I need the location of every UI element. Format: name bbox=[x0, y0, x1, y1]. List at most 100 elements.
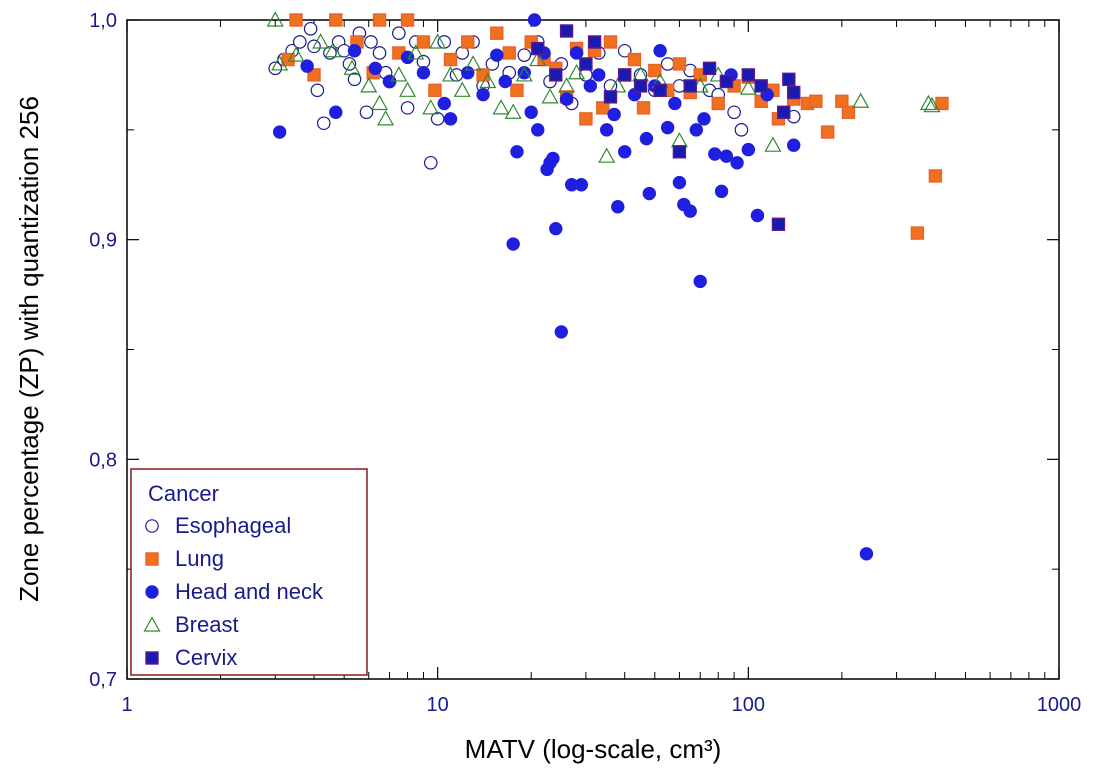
data-point bbox=[935, 96, 949, 111]
legend-label: Esophageal bbox=[175, 513, 291, 538]
legend-title: Cancer bbox=[148, 481, 219, 506]
data-point bbox=[636, 101, 651, 115]
data-point bbox=[289, 13, 303, 27]
data-points bbox=[266, 11, 949, 561]
data-point bbox=[310, 83, 325, 98]
data-point bbox=[741, 142, 756, 157]
data-point bbox=[603, 35, 618, 49]
data-point bbox=[371, 94, 389, 111]
legend-marker bbox=[145, 519, 159, 533]
data-point bbox=[442, 66, 460, 82]
data-point bbox=[498, 74, 512, 89]
data-point bbox=[316, 116, 331, 131]
data-point bbox=[841, 105, 856, 119]
legend-box bbox=[130, 468, 368, 676]
data-point bbox=[400, 101, 415, 115]
data-point bbox=[531, 123, 545, 137]
data-point bbox=[531, 41, 545, 56]
data-point bbox=[347, 72, 362, 87]
data-point bbox=[287, 46, 305, 62]
data-point bbox=[639, 131, 654, 146]
data-point bbox=[372, 46, 387, 60]
legend-marker bbox=[145, 651, 159, 665]
legend: Cancer Esophageal Lung Head and neck Breast… bbox=[130, 468, 368, 676]
data-point bbox=[510, 145, 524, 159]
data-point bbox=[579, 112, 593, 126]
data-point bbox=[697, 112, 711, 126]
data-point bbox=[727, 105, 741, 120]
data-point bbox=[506, 237, 520, 251]
data-point bbox=[271, 55, 289, 71]
data-point bbox=[437, 96, 451, 111]
data-point bbox=[660, 120, 675, 135]
data-point bbox=[719, 74, 734, 89]
data-point bbox=[510, 83, 524, 97]
data-point bbox=[430, 112, 445, 126]
data-point bbox=[364, 35, 378, 49]
legend-label: Lung bbox=[175, 546, 224, 571]
data-point bbox=[660, 57, 675, 71]
data-point bbox=[268, 61, 283, 76]
data-point bbox=[603, 90, 618, 104]
data-point bbox=[730, 156, 744, 170]
data-point bbox=[714, 184, 729, 199]
data-point bbox=[618, 145, 632, 159]
data-point bbox=[453, 81, 471, 97]
data-point bbox=[672, 145, 687, 159]
data-point bbox=[293, 35, 307, 49]
data-point bbox=[719, 149, 734, 163]
data-point bbox=[549, 221, 563, 236]
data-point bbox=[372, 13, 387, 27]
data-point bbox=[672, 175, 687, 190]
data-point bbox=[490, 26, 504, 40]
data-point bbox=[428, 83, 442, 97]
data-point bbox=[764, 136, 782, 152]
data-point bbox=[307, 68, 321, 82]
data-point bbox=[777, 105, 791, 119]
data-point bbox=[569, 46, 584, 60]
data-point bbox=[329, 13, 343, 27]
data-point bbox=[910, 226, 925, 240]
data-point bbox=[443, 112, 458, 126]
data-point bbox=[835, 94, 849, 108]
data-point bbox=[368, 61, 383, 76]
legend-marker bbox=[143, 616, 161, 632]
data-point bbox=[787, 138, 801, 152]
x-tick-label: 1 bbox=[121, 694, 132, 716]
y-tick-label: 0,9 bbox=[89, 230, 117, 252]
data-point bbox=[923, 96, 941, 113]
data-point bbox=[422, 99, 440, 115]
data-point bbox=[360, 77, 378, 93]
data-point bbox=[504, 103, 522, 119]
legend-marker bbox=[145, 552, 159, 566]
data-point bbox=[272, 125, 287, 139]
data-point bbox=[464, 55, 482, 71]
x-tick-label: 1000 bbox=[1037, 694, 1082, 716]
data-point bbox=[583, 79, 598, 93]
x-axis-title: MATV (log-scale, cm³) bbox=[465, 734, 722, 764]
data-point bbox=[377, 110, 395, 126]
data-point bbox=[734, 123, 749, 137]
data-point bbox=[329, 105, 343, 119]
data-point bbox=[633, 79, 648, 93]
data-point bbox=[787, 85, 801, 100]
data-point bbox=[711, 96, 725, 111]
data-point bbox=[324, 42, 342, 58]
data-point bbox=[820, 125, 835, 139]
data-point bbox=[598, 147, 616, 163]
data-point bbox=[653, 83, 667, 97]
data-point bbox=[529, 50, 547, 67]
data-point bbox=[611, 200, 625, 214]
x-tick-label: 10 bbox=[427, 694, 449, 716]
data-point bbox=[754, 79, 768, 93]
data-point bbox=[574, 178, 589, 192]
data-point bbox=[554, 325, 568, 339]
data-point bbox=[739, 79, 757, 95]
data-point bbox=[919, 94, 937, 111]
data-point bbox=[741, 68, 756, 82]
data-point bbox=[517, 48, 532, 62]
data-point bbox=[524, 105, 538, 119]
series-breast bbox=[266, 11, 941, 163]
data-point bbox=[343, 59, 361, 75]
data-point bbox=[429, 33, 447, 49]
